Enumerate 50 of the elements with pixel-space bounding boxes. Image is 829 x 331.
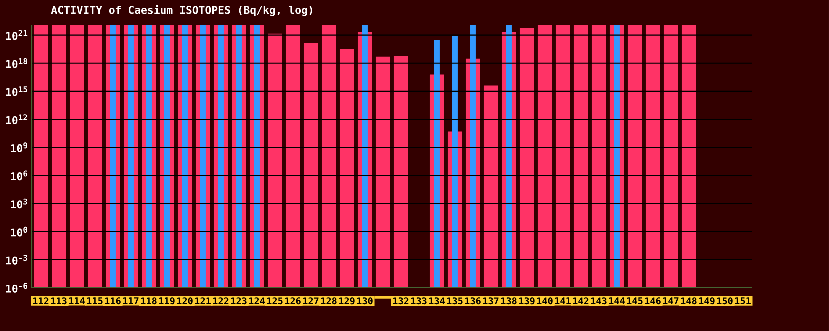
x-tick-label: 115	[87, 298, 103, 305]
y-tick-label: 10$^{3}$	[11, 198, 28, 209]
x-tick-label: 147	[663, 298, 679, 304]
x-tick-label: 121	[195, 298, 211, 305]
x-tick-label: 142	[573, 298, 589, 305]
x-tick-label: 130	[357, 298, 373, 305]
y-tick-label: 10$^{6}$	[11, 170, 28, 181]
x-tick-label: 149	[699, 298, 715, 305]
x-tick-label: 145	[627, 298, 643, 305]
x-tick-label: 141	[555, 298, 571, 304]
x-tick-label: 122	[213, 298, 229, 305]
x-tick-label: 118	[141, 298, 157, 305]
x-tick-label: 128	[321, 298, 337, 305]
x-tick-label: 112	[33, 298, 49, 305]
x-tick-label: 129	[339, 298, 355, 305]
x-tick-label: 117	[123, 298, 139, 304]
x-tick-label: 144	[609, 298, 625, 304]
x-tick-label: 116	[105, 298, 121, 305]
x-tick-label: 119	[159, 298, 175, 305]
y-tick-label: 10$^{0}$	[11, 226, 28, 237]
x-tick-label: 114	[69, 298, 86, 304]
x-tick-label: 120	[177, 298, 193, 305]
y-tick-label: 10$^{9}$	[11, 142, 28, 152]
y-tick-label: 10$^{15}$	[6, 86, 28, 96]
x-tick-label: 150	[717, 298, 733, 305]
chart-title: ACTIVITY of Caesium ISOTOPES (Bq/kg, log)	[51, 5, 312, 16]
x-tick-label: 139	[519, 298, 535, 305]
y-tick-label: 10$^{-3}$	[6, 254, 28, 265]
x-tick-label: 125	[267, 298, 283, 305]
x-tick-label: 134	[429, 298, 445, 305]
x-tick-label: 113	[51, 298, 67, 305]
x-tick-label: 123	[231, 298, 247, 305]
y-tick-label: 10$^{21}$	[6, 30, 28, 40]
x-tick-label: 137	[483, 298, 499, 305]
x-tick-label: 146	[645, 298, 661, 305]
x-tick-label: 136	[465, 298, 481, 305]
x-tick-label: 143	[591, 298, 607, 305]
y-tick-label: 10$^{12}$	[6, 114, 28, 124]
x-tick-label: 132	[393, 298, 409, 305]
x-tick-label: 148	[681, 298, 697, 305]
x-tick-label: 124	[249, 298, 265, 305]
x-tick-label: 135	[447, 298, 463, 305]
x-tick-label: 140	[537, 298, 553, 305]
x-tick-label: 138	[501, 298, 517, 305]
x-tick-label: 126	[285, 298, 301, 305]
x-tick-label: 127	[303, 298, 319, 305]
x-tick-label: 133	[411, 298, 427, 305]
y-tick-label: 10$^{-6}$	[6, 283, 28, 293]
x-tick-label: 151	[735, 298, 751, 305]
y-tick-label: 10$^{18}$	[6, 58, 28, 68]
